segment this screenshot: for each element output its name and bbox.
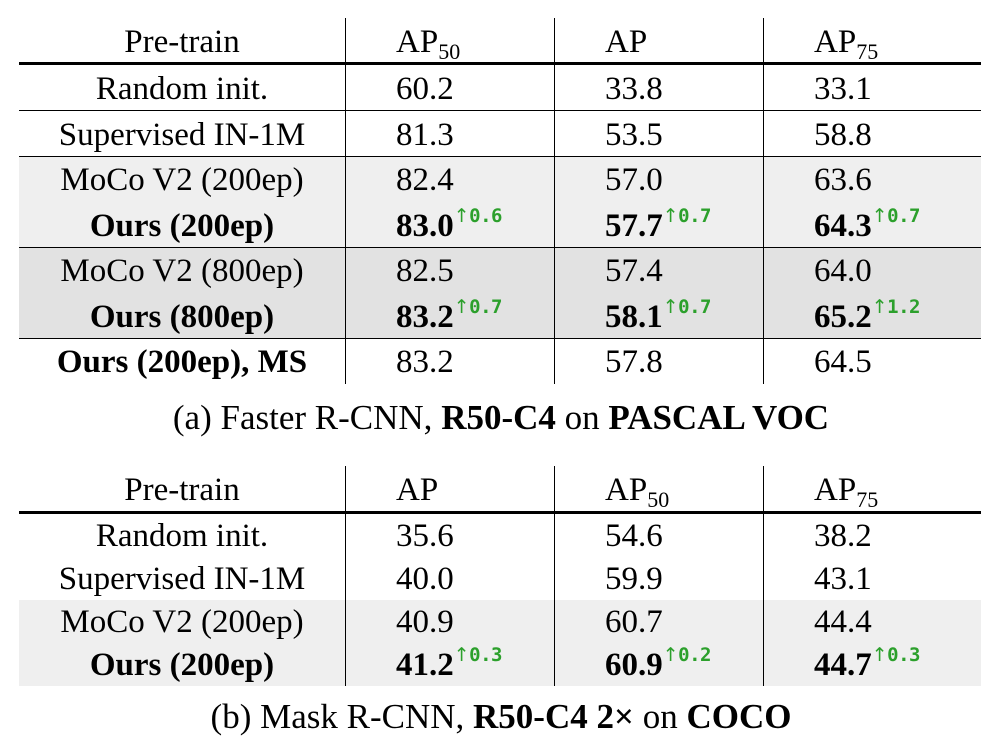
table-row: MoCo V2 (200ep) 40.9 60.7 44.4	[19, 598, 981, 643]
gain-badge: ↑0.7	[453, 296, 503, 318]
cell-value: 40.0	[346, 555, 555, 600]
cell-value: 38.2	[814, 518, 872, 554]
header-ap50: AP50	[555, 466, 764, 512]
cell-value: 35.6	[346, 512, 555, 557]
table-header-row: Pre-train AP50 AP AP75	[19, 18, 981, 65]
row-method: MoCo V2 (200ep)	[19, 598, 346, 643]
row-method: Ours (200ep), MS	[19, 338, 346, 384]
cell-value: 82.4	[346, 156, 555, 202]
cell-value: 54.6	[555, 512, 764, 557]
header-pretrain: Pre-train	[19, 466, 346, 511]
table-row: Ours (200ep), MS 83.2 57.8 64.5	[19, 338, 981, 384]
table-faster-rcnn-voc: Pre-train AP50 AP AP75 Random init. 60.2…	[19, 18, 981, 384]
cell-value: 63.6	[814, 162, 872, 198]
row-method: Ours (200ep)	[19, 202, 346, 247]
table-row-ours: Ours (200ep) 41.2↑0.3 60.9↑0.2 44.7↑0.3	[19, 641, 981, 686]
gain-badge: ↑0.3	[453, 644, 503, 666]
header-ap75: AP75	[814, 472, 879, 512]
cell-value: 83.2↑0.7	[346, 293, 555, 338]
header-pretrain: Pre-train	[19, 18, 346, 62]
gain-badge: ↑0.7	[662, 205, 712, 227]
row-method: MoCo V2 (800ep)	[19, 247, 346, 293]
table-row: MoCo V2 (800ep) 82.5 57.4 64.0	[19, 247, 981, 293]
cell-value: 58.1↑0.7	[555, 293, 764, 338]
gain-badge: ↑0.3	[871, 644, 921, 666]
cell-value: 41.2↑0.3	[346, 641, 555, 686]
table-caption-b: (b) Mask R-CNN, R50-C4 2× on COCO	[210, 697, 792, 736]
header-ap75: AP75	[814, 24, 879, 64]
table-caption-a: (a) Faster R-CNN, R50-C4 on PASCAL VOC	[172, 398, 830, 437]
cell-value: 53.5	[555, 111, 764, 156]
header-ap: AP	[346, 466, 555, 511]
row-method: Supervised IN-1M	[19, 111, 346, 156]
cell-value: 64.0	[814, 253, 872, 289]
cell-value: 57.8	[555, 338, 764, 384]
cell-value: 58.8	[814, 117, 872, 153]
cell-value: 65.2↑1.2	[814, 296, 921, 335]
header-ap50: AP50	[346, 18, 555, 64]
table-mask-rcnn-coco: Pre-train AP AP50 AP75 Random init. 35.6…	[19, 466, 981, 686]
cell-value: 57.0	[555, 156, 764, 202]
row-method: Supervised IN-1M	[19, 555, 346, 600]
cell-value: 57.7↑0.7	[555, 202, 764, 247]
cell-value: 64.5	[814, 344, 872, 380]
cell-value: 44.7↑0.3	[814, 644, 921, 683]
cell-value: 33.1	[814, 71, 872, 107]
row-method: Random init.	[19, 65, 346, 110]
row-method: Ours (200ep)	[19, 641, 346, 686]
gain-badge: ↑0.7	[662, 296, 712, 318]
table-row: MoCo V2 (200ep) 82.4 57.0 63.6	[19, 156, 981, 202]
cell-value: 57.4	[555, 247, 764, 293]
cell-value: 83.2	[346, 338, 555, 384]
cell-value: 44.4	[814, 604, 872, 640]
cell-value: 60.9↑0.2	[555, 641, 764, 686]
table-row: Random init. 60.2 33.8 33.1	[19, 65, 981, 111]
row-method: Ours (800ep)	[19, 293, 346, 338]
cell-value: 43.1	[814, 561, 872, 597]
table-row: Supervised IN-1M 40.0 59.9 43.1	[19, 555, 981, 600]
table-row: Supervised IN-1M 81.3 53.5 58.8	[19, 111, 981, 157]
row-method: Random init.	[19, 512, 346, 557]
table-row-ours: Ours (800ep) 83.2↑0.7 58.1↑0.7 65.2↑1.2	[19, 293, 981, 339]
cell-value: 64.3↑0.7	[814, 205, 921, 244]
header-ap: AP	[555, 18, 764, 62]
cell-value: 82.5	[346, 247, 555, 293]
table-header-row: Pre-train AP AP50 AP75	[19, 466, 981, 514]
cell-value: 60.2	[346, 65, 555, 110]
table-row-ours: Ours (200ep) 83.0↑0.6 57.7↑0.7 64.3↑0.7	[19, 202, 981, 248]
cell-value: 40.9	[346, 598, 555, 643]
cell-value: 60.7	[555, 598, 764, 643]
row-method: MoCo V2 (200ep)	[19, 156, 346, 202]
gain-badge: ↑0.2	[662, 644, 712, 666]
cell-value: 83.0↑0.6	[346, 202, 555, 247]
gain-badge: ↑0.6	[453, 205, 503, 227]
table-row: Random init. 35.6 54.6 38.2	[19, 512, 981, 557]
cell-value: 59.9	[555, 555, 764, 600]
gain-badge: ↑0.7	[871, 205, 921, 227]
cell-value: 81.3	[346, 111, 555, 156]
gain-badge: ↑1.2	[871, 296, 921, 318]
cell-value: 33.8	[555, 65, 764, 110]
